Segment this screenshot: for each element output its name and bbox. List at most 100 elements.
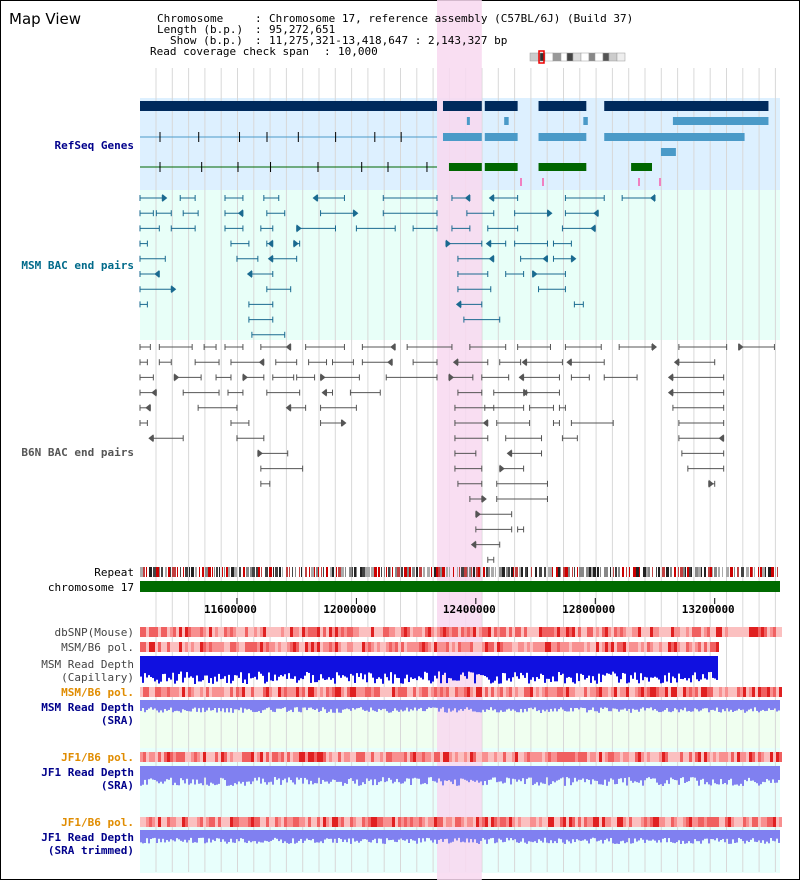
msm-pol-sra-bin (608, 687, 611, 697)
msm-bac-pair-arrow (154, 270, 160, 278)
chromosome-key: Chromosome (157, 12, 224, 25)
msm-read-depth-sra-bin (386, 700, 388, 712)
msm-pol-capillary-bin (509, 642, 512, 652)
msm-read-depth-sra-bin (340, 700, 342, 713)
dbsnp-bin (689, 627, 692, 637)
dbsnp-bin (728, 627, 731, 637)
msm-pol-capillary-bin (410, 642, 413, 652)
msm-read-depth-sra-bin (498, 700, 500, 713)
jf1-read-depth-sra-bin (360, 766, 362, 786)
jf1-read-depth-sra-bin (196, 766, 198, 780)
jf1-pol-trimmed-bin (494, 817, 497, 827)
msm-read-depth-sra-bin (474, 700, 476, 712)
msm-read-depth-sra-bin (334, 700, 336, 713)
jf1-read-depth-sra-bin (372, 766, 374, 786)
jf1-read-depth-sra-bin (370, 766, 372, 780)
dbsnp-bin (365, 627, 368, 637)
msm-read-depth-capillary-bin (540, 656, 542, 674)
jf1-read-depth-trimmed-bin (180, 830, 182, 841)
msm-read-depth-sra-label[interactable]: MSM Read Depth (SRA) (41, 701, 134, 727)
jf1-pol-sra-label[interactable]: JF1/B6 pol. (61, 751, 134, 764)
jf1-read-depth-trimmed-bin (652, 830, 654, 840)
dbsnp-bin (722, 627, 725, 637)
repeat-element (367, 567, 370, 577)
dbsnp-bin (581, 627, 584, 637)
msm-read-depth-capillary-bin (432, 656, 434, 682)
jf1-read-depth-trimmed-bin (270, 830, 272, 842)
msm-read-depth-sra-bin (394, 700, 396, 709)
msm-read-depth-sra-bin (396, 700, 398, 711)
msm-bac-pair-arrow (162, 194, 168, 202)
jf1-read-depth-trimmed-bin (396, 830, 398, 843)
msm-pol-sra-bin (281, 687, 284, 697)
jf1-read-depth-sra-bin (206, 766, 208, 785)
jf1-read-depth-trimmed-bin (740, 830, 742, 839)
msm-read-depth-sra-bin (576, 700, 578, 709)
b6n-bac-pair-arrow (390, 343, 396, 351)
jf1-read-depth-sra-bin (336, 766, 338, 782)
msm-bac-label[interactable]: MSM BAC end pairs (21, 259, 134, 272)
jf1-read-depth-sra-label[interactable]: JF1 Read Depth (SRA) (41, 766, 134, 792)
dbsnp-bin (599, 627, 602, 637)
dbsnp-bin (404, 627, 407, 637)
msm-pol-sra-bin (746, 687, 749, 697)
jf1-read-depth-trimmed-bin (460, 830, 462, 843)
msm-pol-capillary-bin (344, 642, 347, 652)
msm-pol-sra-bin (212, 687, 215, 697)
dbsnp-bin (269, 627, 272, 637)
msm-pol-capillary-label[interactable]: MSM/B6 pol. (61, 641, 134, 654)
msm-read-depth-capillary-bin (180, 656, 182, 672)
msm-read-depth-capillary-bin (326, 656, 328, 680)
msm-read-depth-capillary-bin (668, 656, 670, 673)
refseq-genes-label[interactable]: RefSeq Genes (54, 139, 134, 152)
jf1-pol-trimmed-bin (752, 817, 755, 827)
repeat-element (183, 567, 184, 577)
jf1-read-depth-sra-bin (668, 766, 670, 784)
dbsnp-label[interactable]: dbSNP(Mouse) (54, 626, 134, 639)
msm-read-depth-sra-bin (220, 700, 222, 712)
dbsnp-bin (290, 627, 293, 637)
jf1-read-depth-trimmed-bin (634, 830, 636, 839)
msm-read-depth-capillary-bin (272, 656, 274, 682)
msm-read-depth-capillary-label[interactable]: MSM Read Depth (Capillary) (41, 658, 134, 684)
msm-read-depth-sra-bin (648, 700, 650, 709)
jf1-pol-sra-bin (698, 752, 701, 762)
repeat-element (515, 567, 518, 577)
msm-pol-capillary-bin (605, 642, 608, 652)
msm-read-depth-sra-bin (470, 700, 472, 709)
msm-read-depth-capillary-bin (614, 656, 616, 674)
msm-pol-sra-bin (527, 687, 530, 697)
dbsnp-bin (278, 627, 281, 637)
msm-read-depth-sra-bin (552, 700, 554, 712)
jf1-pol-trimmed-label[interactable]: JF1/B6 pol. (61, 816, 134, 829)
jf1-read-depth-trimmed-bin (278, 830, 280, 842)
jf1-read-depth-trimmed-label[interactable]: JF1 Read Depth (SRA trimmed) (41, 831, 134, 857)
msm-pol-sra-bin (590, 687, 593, 697)
msm-read-depth-capillary-bin (556, 656, 558, 682)
msm-pol-capillary-bin (623, 642, 626, 652)
repeat-element (321, 567, 322, 577)
jf1-pol-trimmed-bin (437, 817, 440, 827)
jf1-read-depth-trimmed-bin (198, 830, 200, 838)
jf1-read-depth-sra-bin (624, 766, 626, 778)
msm-read-depth-capillary-bin (496, 656, 498, 677)
msm-pol-capillary-bin (686, 642, 689, 652)
dbsnp-bin (623, 627, 626, 637)
jf1-pol-trimmed-bin (542, 817, 545, 827)
jf1-read-depth-sra-bin (716, 766, 718, 785)
repeat-element (323, 567, 324, 577)
jf1-read-depth-sra-bin (620, 766, 622, 779)
msm-read-depth-capillary-bin (670, 656, 672, 683)
dbsnp-bin (188, 627, 191, 637)
jf1-read-depth-trimmed-bin (140, 830, 142, 843)
jf1-pol-trimmed-bin (224, 817, 227, 827)
b6n-bac-label[interactable]: B6N BAC end pairs (21, 446, 134, 459)
msm-read-depth-sra-bin (258, 700, 260, 712)
msm-read-depth-capillary-bin (500, 656, 502, 684)
msm-read-depth-sra-bin (660, 700, 662, 713)
msm-pol-sra-label[interactable]: MSM/B6 pol. (61, 686, 134, 699)
msm-pol-sra-bin (392, 687, 395, 697)
b6n-bac-pair-arrow (708, 479, 714, 488)
msm-read-depth-sra-bin (734, 700, 736, 711)
msm-read-depth-capillary-bin (446, 656, 448, 684)
